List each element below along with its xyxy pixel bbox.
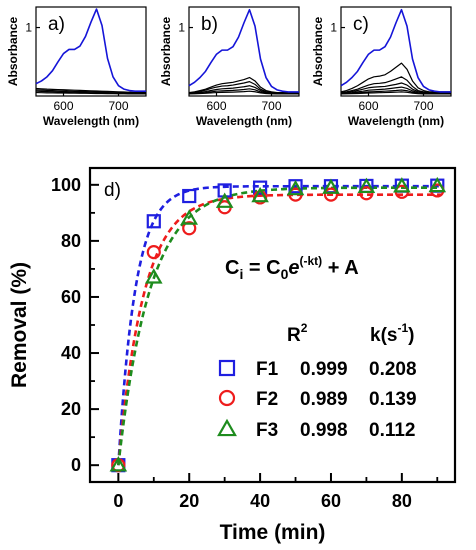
x-tick-label: 600 (53, 99, 73, 113)
y-tick-label: 1 (25, 21, 32, 35)
legend-marker-f2 (218, 389, 236, 407)
r2-value: 0.989 (300, 389, 348, 410)
legend-marker-f1 (218, 359, 236, 377)
k-sup: -1 (397, 321, 408, 335)
eq-e: e (288, 257, 299, 279)
data-point-f2 (359, 186, 374, 201)
plot-frame (340, 6, 452, 97)
panel-label: a) (48, 14, 65, 35)
x-tick-label: 80 (392, 491, 412, 511)
data-point-f1 (252, 180, 268, 195)
data-point-f3 (286, 179, 305, 196)
data-point-f1 (146, 214, 161, 229)
eq-equals: = C (243, 257, 280, 279)
y-tick-label: 60 (61, 287, 81, 307)
y-tick-label: 100 (51, 175, 81, 195)
plot-frame (35, 6, 147, 97)
legend-label: F1 (256, 359, 279, 380)
spectrum-line-initial (35, 8, 146, 93)
y-axis-label: Removal (%) (8, 262, 31, 388)
r2-label: R (287, 325, 301, 346)
fit-curve-f1 (117, 184, 441, 466)
data-point-f3 (251, 186, 269, 203)
panel-a-spectra: 600 700 1 Wavelength (nm) Absorbance a) (6, 6, 147, 128)
y-tick-label: 80 (61, 231, 81, 251)
x-axis-label: Wavelength (nm) (348, 114, 444, 128)
data-point-f3 (180, 209, 199, 225)
data-point-f3 (357, 177, 376, 194)
spectrum-line (35, 90, 147, 95)
fit-curve-f3 (117, 186, 441, 466)
r2-value: 0.998 (300, 420, 348, 441)
eq-c0-sub: 0 (281, 266, 289, 282)
x-axis-label: Time (min) (220, 521, 326, 544)
y-tick-label: 1 (330, 21, 337, 35)
spectrum-line (340, 76, 451, 94)
k-close: ) (408, 325, 414, 346)
spectrum-line (188, 76, 299, 94)
panel-b-spectra: 600 700 1 Wavelength (nm) Absorbance b) (159, 6, 300, 128)
y-tick-label: 20 (61, 399, 81, 419)
eq-lhs: C (225, 257, 239, 279)
fit-equation: Ci = C0e(-kt) + A (225, 254, 359, 282)
legend-label: F2 (256, 389, 278, 410)
data-point-f2 (146, 245, 161, 260)
k-value: 0.139 (369, 389, 417, 410)
x-tick-label: 60 (321, 491, 341, 511)
x-axis-label: Wavelength (nm) (196, 114, 292, 128)
data-point-f3 (109, 456, 128, 472)
data-point-f2 (182, 221, 197, 236)
plot-frame (188, 6, 300, 97)
y-axis-label: Absorbance (311, 17, 325, 87)
panel-label: d) (104, 180, 121, 201)
data-point-f3 (322, 178, 340, 194)
x-tick-label: 40 (250, 491, 270, 511)
x-tick-label: 700 (108, 99, 128, 113)
y-axis-label: Absorbance (6, 17, 20, 87)
data-point-f2 (323, 187, 339, 202)
k-value: 0.208 (369, 359, 417, 380)
x-tick-label: 600 (358, 99, 378, 113)
y-tick-label: 0 (71, 455, 81, 475)
fit-curve-f2 (117, 193, 441, 466)
x-tick-label: 0 (113, 491, 123, 511)
data-point-f3 (144, 268, 163, 284)
k-value: 0.112 (369, 420, 416, 441)
spectrum-line-initial (188, 8, 299, 93)
x-tick-label: 700 (413, 99, 433, 113)
x-tick-label: 20 (179, 491, 199, 511)
x-tick-label: 600 (206, 99, 226, 113)
r2-sup: 2 (301, 321, 308, 335)
data-point-f3 (428, 176, 447, 193)
table-header-k: k(s-1) (370, 321, 414, 346)
panel-label: b) (201, 14, 218, 35)
x-tick-label: 700 (261, 99, 281, 113)
r2-value: 0.999 (300, 359, 348, 380)
panel-label: c) (353, 14, 369, 35)
data-point-f1 (182, 188, 197, 204)
k-label: k(s (370, 325, 397, 346)
y-axis-label: Absorbance (159, 17, 173, 87)
y-tick-label: 40 (61, 343, 81, 363)
panel-c-spectra: 600 700 1 Wavelength (nm) Absorbance c) (311, 6, 452, 128)
data-point-f3 (215, 192, 234, 208)
table-header-r2: R2 (287, 321, 308, 346)
x-axis-label: Wavelength (nm) (43, 114, 139, 128)
spectrum-line (35, 87, 147, 94)
eq-lhs-sub: i (239, 266, 243, 282)
data-point-f3 (393, 177, 411, 193)
legend-label: F3 (256, 420, 278, 441)
eq-rest: + A (322, 257, 359, 279)
spectrum-line (340, 62, 451, 93)
eq-exponent: (-kt) (300, 254, 323, 268)
y-tick-label: 1 (178, 21, 185, 35)
legend-marker-f3 (217, 418, 237, 437)
spectrum-line-initial (340, 8, 451, 93)
